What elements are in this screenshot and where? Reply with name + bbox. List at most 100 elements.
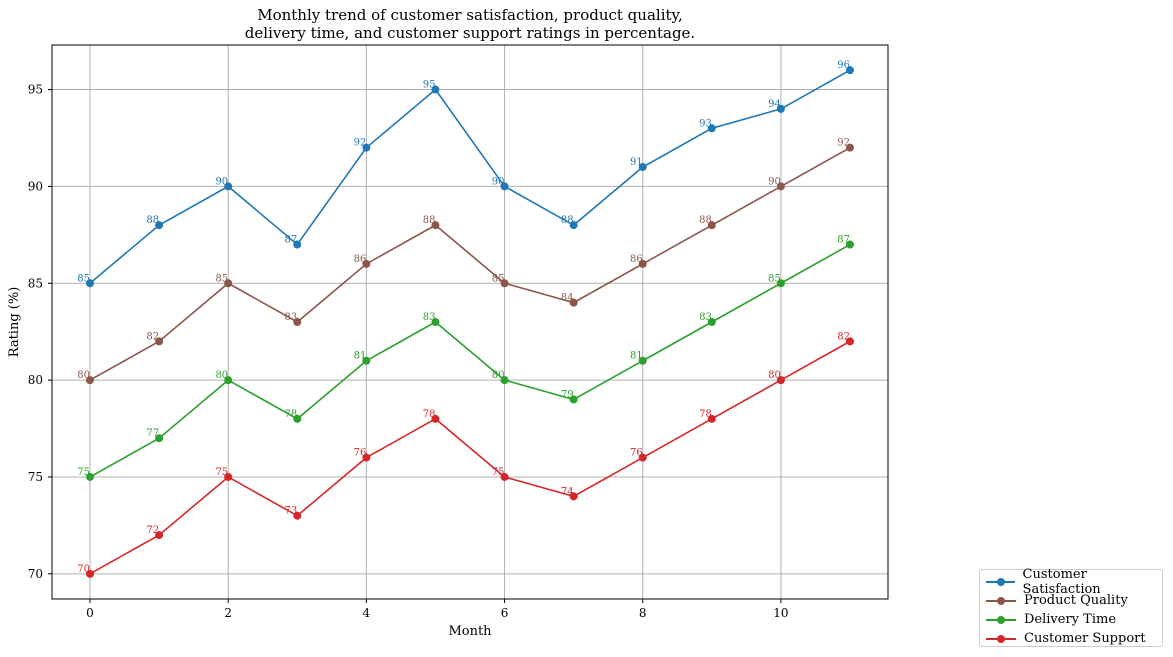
data-label: 90 <box>768 176 781 187</box>
data-point <box>86 472 94 481</box>
data-point <box>293 414 302 423</box>
data-label: 75 <box>215 467 228 478</box>
data-point <box>86 569 94 578</box>
data-point <box>638 259 647 268</box>
y-tick-label: 95 <box>28 83 43 97</box>
series-line <box>89 340 851 575</box>
legend-item: Delivery Time <box>980 610 1162 629</box>
data-label: 85 <box>492 273 505 284</box>
data-label: 81 <box>354 351 367 362</box>
data-label: 76 <box>354 448 367 459</box>
data-point <box>431 414 440 423</box>
x-tick-label: 2 <box>224 606 232 620</box>
x-tick-label: 0 <box>86 606 94 620</box>
data-label: 83 <box>285 312 298 323</box>
data-point <box>776 279 785 288</box>
data-label: 88 <box>561 215 574 226</box>
data-point <box>846 240 854 249</box>
data-point <box>293 318 302 326</box>
data-label: 90 <box>215 176 228 187</box>
data-point <box>155 434 164 443</box>
data-label: 84 <box>561 293 574 304</box>
data-point <box>224 472 233 481</box>
data-label: 94 <box>768 99 781 110</box>
data-label: 78 <box>423 409 436 420</box>
data-label: 86 <box>630 254 643 265</box>
series-line <box>89 243 851 478</box>
data-point <box>500 279 509 288</box>
data-label: 85 <box>768 273 781 284</box>
chart-title: Monthly trend of customer satisfaction, … <box>244 6 696 42</box>
data-label: 87 <box>837 235 850 246</box>
legend-label: Product Quality <box>1024 593 1128 608</box>
legend-swatch <box>986 595 1016 607</box>
series-line <box>89 146 851 381</box>
legend-item: Product Quality <box>980 591 1162 610</box>
legend-label: Customer Support <box>1024 631 1146 646</box>
data-label: 82 <box>146 331 159 342</box>
data-point <box>500 182 509 191</box>
data-label: 90 <box>492 176 505 187</box>
data-point <box>846 337 854 346</box>
data-point <box>224 376 233 385</box>
data-label: 91 <box>630 157 643 168</box>
data-label: 74 <box>561 486 574 497</box>
data-label: 85 <box>77 273 90 284</box>
legend-label: Delivery Time <box>1024 612 1117 627</box>
data-label: 83 <box>699 312 712 323</box>
data-point <box>224 182 233 191</box>
data-label: 75 <box>77 467 90 478</box>
x-tick-label: 6 <box>501 606 509 620</box>
data-label: 72 <box>146 525 159 536</box>
data-point <box>569 492 578 501</box>
data-point <box>846 66 854 75</box>
plot-frame <box>51 44 889 600</box>
data-label: 92 <box>837 138 850 149</box>
legend-item: Customer Satisfaction <box>980 567 1162 597</box>
data-label: 88 <box>423 215 436 226</box>
data-point <box>362 143 371 152</box>
data-label: 80 <box>215 370 228 381</box>
data-label: 88 <box>146 215 159 226</box>
data-label: 81 <box>630 351 643 362</box>
data-label: 88 <box>699 215 712 226</box>
data-point <box>776 376 785 385</box>
data-point <box>431 318 440 326</box>
data-point <box>224 279 233 288</box>
x-axis-title: Month <box>448 624 492 639</box>
data-point <box>293 511 302 520</box>
data-point <box>155 531 164 540</box>
data-label: 93 <box>699 118 712 129</box>
data-label: 92 <box>354 138 367 149</box>
x-tick-label: 8 <box>639 606 647 620</box>
y-tick-label: 70 <box>28 567 43 581</box>
data-label: 76 <box>630 448 643 459</box>
legend-swatch <box>986 614 1016 626</box>
data-point <box>362 259 371 268</box>
legend-swatch <box>986 576 1015 588</box>
data-label: 96 <box>837 60 850 71</box>
data-point <box>569 221 578 230</box>
data-point <box>155 221 164 230</box>
data-label: 78 <box>285 409 298 420</box>
legend-label: Customer Satisfaction <box>1022 566 1101 597</box>
data-point <box>155 337 164 346</box>
y-tick-label: 80 <box>28 373 43 387</box>
data-label: 80 <box>492 370 505 381</box>
data-label: 80 <box>77 370 90 381</box>
data-label: 86 <box>354 254 367 265</box>
data-point <box>638 163 647 172</box>
y-tick-label: 85 <box>28 276 43 290</box>
data-label: 80 <box>768 370 781 381</box>
data-label: 70 <box>77 564 90 575</box>
data-point <box>569 298 578 307</box>
data-label: 83 <box>423 312 436 323</box>
legend-item: Customer Support <box>980 629 1162 648</box>
data-point <box>707 221 716 230</box>
x-tick-label: 10 <box>773 606 788 620</box>
data-point <box>500 376 509 385</box>
data-point <box>776 104 785 113</box>
data-label: 73 <box>285 506 298 517</box>
